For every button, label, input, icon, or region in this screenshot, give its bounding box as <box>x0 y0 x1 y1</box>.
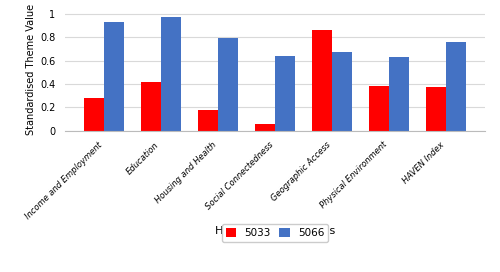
Bar <box>84 98 104 131</box>
Bar <box>426 87 446 131</box>
Bar <box>198 110 218 131</box>
Bar <box>255 123 275 131</box>
Legend: 5033, 5066: 5033, 5066 <box>222 224 328 242</box>
Bar <box>275 56 295 131</box>
Bar <box>218 38 238 131</box>
Bar <box>369 86 389 131</box>
Bar <box>312 30 332 131</box>
Bar <box>161 17 181 131</box>
Y-axis label: Standardised Theme Value: Standardised Theme Value <box>26 4 36 135</box>
X-axis label: HAVEN Index Themes: HAVEN Index Themes <box>215 226 335 236</box>
Bar <box>332 52 352 131</box>
Bar <box>104 22 124 131</box>
Bar <box>446 42 466 131</box>
Bar <box>141 82 161 131</box>
Bar <box>389 57 409 131</box>
